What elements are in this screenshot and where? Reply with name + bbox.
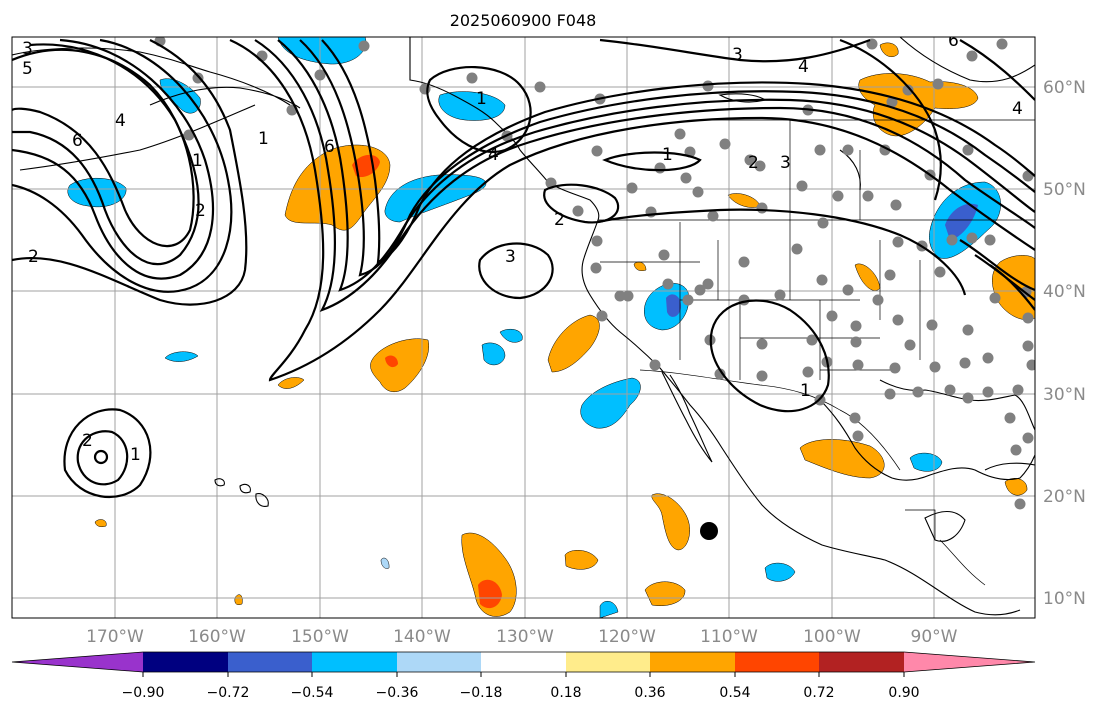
- positive-anomaly: [461, 532, 517, 617]
- lon-label: 100°W: [803, 627, 861, 647]
- colorbar-tick-label: −0.18: [460, 685, 503, 701]
- colorbar-tick-label: 0.54: [719, 685, 750, 701]
- colorbar-segment: [397, 652, 481, 672]
- positive-anomaly: [799, 439, 885, 479]
- lat-label: 30°N: [1043, 385, 1086, 405]
- lat-label: 50°N: [1043, 180, 1086, 200]
- negative-anomaly-strong: [666, 294, 682, 317]
- map-title: 2025060900 F048: [450, 11, 597, 30]
- colorbar-tick-label: 0.36: [634, 685, 665, 701]
- contour-label: 1: [662, 145, 673, 165]
- map-frame: [11, 36, 1036, 619]
- colorbar-segment: [904, 652, 1035, 672]
- colorbar-segment: [228, 652, 312, 672]
- negative-anomaly: [67, 177, 127, 208]
- longitude-labels: 170°W 160°W 150°W 140°W 130°W 120°W 110°…: [86, 627, 958, 647]
- positive-anomaly: [234, 594, 243, 605]
- contour-labels: 3 5 4 6 1 2 1 6 3 4 1 2 3 4 6 4 1 3 2 2 …: [22, 31, 1023, 465]
- contour-label: 6: [72, 131, 83, 151]
- contour-label: 3: [505, 247, 516, 267]
- colorbar-tick-label: −0.54: [291, 685, 334, 701]
- contour-label: 1: [476, 89, 487, 109]
- colorbar-tick-label: −0.36: [376, 685, 419, 701]
- negative-anomaly-strong: [945, 203, 978, 240]
- political-borders: [598, 119, 1035, 586]
- positive-anomaly-strong: [385, 355, 398, 368]
- contour-label: 3: [732, 45, 743, 65]
- colorbar: −0.90 −0.72 −0.54 −0.36 −0.18 0.18 0.36 …: [11, 651, 1036, 701]
- positive-anomaly: [1004, 478, 1028, 496]
- negative-anomaly: [580, 377, 641, 429]
- shaded-field: [67, 37, 1035, 618]
- positive-anomaly: [547, 314, 600, 373]
- colorbar-segment: [481, 652, 566, 672]
- negative-anomaly: [599, 600, 619, 618]
- positive-anomaly: [277, 377, 305, 389]
- lon-label: 140°W: [393, 627, 451, 647]
- colorbar-segment: [12, 652, 143, 672]
- colorbar-ticks: [142, 672, 905, 677]
- positive-anomaly: [564, 550, 599, 570]
- contour-label: 2: [28, 247, 39, 267]
- contour-label: 4: [798, 57, 809, 77]
- lon-label: 150°W: [291, 627, 349, 647]
- colorbar-segment: [143, 652, 228, 672]
- contour-label: 4: [115, 111, 126, 131]
- lat-label: 40°N: [1043, 282, 1086, 302]
- lon-label: 120°W: [598, 627, 656, 647]
- contour-label: 5: [22, 59, 33, 79]
- contour-label: 3: [22, 39, 33, 59]
- contour-label: 1: [800, 381, 811, 401]
- negative-anomaly: [164, 351, 199, 362]
- latitude-labels: 60°N 50°N 40°N 30°N 20°N 10°N: [1043, 78, 1086, 609]
- lon-label: 130°W: [496, 627, 554, 647]
- map-panel: 3 5 4 6 1 2 1 6 3 4 1 2 3 4 6 4 1 3 2 2 …: [12, 31, 1035, 618]
- lon-label: 90°W: [911, 627, 958, 647]
- contour-label: 4: [1012, 99, 1023, 119]
- contour-label: 2: [554, 210, 565, 230]
- contour-label: 4: [488, 145, 499, 165]
- colorbar-segment: [312, 652, 397, 672]
- station-markers: [154, 37, 1035, 510]
- lon-label: 170°W: [86, 627, 144, 647]
- positive-anomaly: [94, 519, 107, 528]
- contour-lines: [12, 38, 1035, 499]
- colorbar-tick-label: 0.72: [803, 685, 834, 701]
- contour-label: 2: [748, 153, 759, 173]
- positive-anomaly: [644, 581, 686, 606]
- positive-anomaly: [879, 42, 899, 57]
- contour-label: 6: [948, 31, 959, 51]
- negative-anomaly: [764, 562, 796, 582]
- negative-anomaly: [499, 329, 523, 343]
- contour-label: 6: [324, 137, 335, 157]
- positive-anomaly-strong: [478, 579, 502, 609]
- contour-label: 3: [780, 153, 791, 173]
- colorbar-segment: [650, 652, 735, 672]
- colorbar-tick-label: −0.72: [207, 685, 250, 701]
- colorbar-tick-label: 0.18: [550, 685, 581, 701]
- colorbar-tick-label: −0.90: [122, 685, 165, 701]
- colorbar-tick-label: 0.90: [888, 685, 919, 701]
- lon-label: 160°W: [188, 627, 246, 647]
- contour-label: 2: [82, 431, 93, 451]
- colorbar-segment: [735, 652, 819, 672]
- point-marker: [700, 522, 718, 540]
- negative-anomaly: [380, 557, 390, 569]
- lat-label: 10°N: [1043, 589, 1086, 609]
- positive-anomaly: [370, 338, 430, 393]
- contour-label: 2: [195, 201, 206, 221]
- contour-label: 1: [130, 445, 141, 465]
- contour-label: 1: [258, 129, 269, 149]
- contour-label: 1: [192, 151, 203, 171]
- lat-label: 20°N: [1043, 487, 1086, 507]
- positive-anomaly: [651, 493, 690, 551]
- negative-anomaly: [481, 342, 506, 366]
- lat-label: 60°N: [1043, 78, 1086, 98]
- negative-anomaly: [438, 91, 506, 121]
- colorbar-segment: [819, 652, 904, 672]
- colorbar-segment: [566, 652, 650, 672]
- lon-label: 110°W: [700, 627, 758, 647]
